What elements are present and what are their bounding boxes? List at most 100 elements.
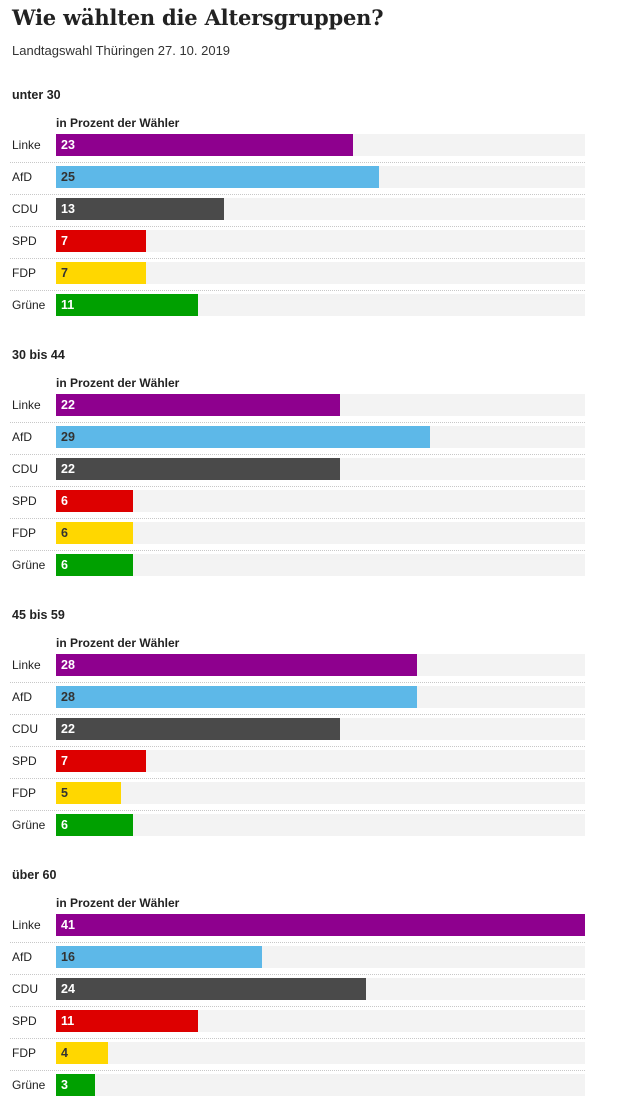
- bar: 22: [56, 718, 340, 740]
- bar-row: CDU 22: [0, 714, 625, 746]
- bar-value-label: 7: [61, 266, 68, 280]
- bar-track: 13: [56, 198, 585, 220]
- bar-value-label: 22: [61, 722, 75, 736]
- party-label: Linke: [12, 138, 41, 152]
- bar-track: 11: [56, 1010, 585, 1032]
- bar-row: AfD 29: [0, 422, 625, 454]
- bar-row: FDP 5: [0, 778, 625, 810]
- party-label: Grüne: [12, 818, 46, 832]
- bar-track: 25: [56, 166, 585, 188]
- bar-value-label: 28: [61, 690, 75, 704]
- bar: 23: [56, 134, 353, 156]
- age-group-label: unter 30: [12, 88, 61, 102]
- bar-value-label: 23: [61, 138, 75, 152]
- party-label: SPD: [12, 754, 37, 768]
- bar-value-label: 7: [61, 234, 68, 248]
- bar: 41: [56, 914, 585, 936]
- bar-track: 28: [56, 686, 585, 708]
- bar-row: Linke 23: [0, 130, 625, 162]
- bar: 7: [56, 230, 147, 252]
- bar-track: 5: [56, 782, 585, 804]
- bar: 11: [56, 1010, 198, 1032]
- party-label: AfD: [12, 950, 33, 964]
- party-label: Linke: [12, 398, 41, 412]
- bar-row: AfD 25: [0, 162, 625, 194]
- bar-value-label: 4: [61, 1046, 68, 1060]
- bar-row: Grüne 6: [0, 550, 625, 582]
- bar-value-label: 24: [61, 982, 75, 996]
- party-label: Grüne: [12, 1078, 46, 1092]
- bar-track: 22: [56, 718, 585, 740]
- bar-row: CDU 24: [0, 974, 625, 1006]
- bar-track: 28: [56, 654, 585, 676]
- bar-value-label: 28: [61, 658, 75, 672]
- bar-row: SPD 11: [0, 1006, 625, 1038]
- bar-row: Grüne 6: [0, 810, 625, 842]
- unit-label: in Prozent der Wähler: [56, 636, 180, 650]
- bar: 22: [56, 394, 340, 416]
- bar-row: FDP 4: [0, 1038, 625, 1070]
- bar: 13: [56, 198, 224, 220]
- bar-track: 7: [56, 262, 585, 284]
- bar-row: AfD 28: [0, 682, 625, 714]
- party-label: CDU: [12, 982, 38, 996]
- bar: 24: [56, 978, 366, 1000]
- unit-label: in Prozent der Wähler: [56, 116, 180, 130]
- chart-title: Wie wählten die Altersgruppen?: [12, 5, 384, 30]
- bar-row: CDU 22: [0, 454, 625, 486]
- party-label: Linke: [12, 918, 41, 932]
- bar-track: 3: [56, 1074, 585, 1096]
- bar-value-label: 6: [61, 558, 68, 572]
- party-label: SPD: [12, 494, 37, 508]
- party-label: FDP: [12, 526, 36, 540]
- bar: 3: [56, 1074, 95, 1096]
- bar: 6: [56, 522, 134, 544]
- bar-track: 6: [56, 814, 585, 836]
- bar-value-label: 22: [61, 462, 75, 476]
- bar: 28: [56, 686, 418, 708]
- bar-row: Linke 22: [0, 390, 625, 422]
- bar-track: 11: [56, 294, 585, 316]
- bar: 6: [56, 814, 134, 836]
- bar: 6: [56, 490, 134, 512]
- bar-value-label: 7: [61, 754, 68, 768]
- age-group-label: über 60: [12, 868, 57, 882]
- bar-track: 6: [56, 522, 585, 544]
- bar: 29: [56, 426, 431, 448]
- bar-row: Linke 41: [0, 910, 625, 942]
- bar-row: SPD 6: [0, 486, 625, 518]
- bar-value-label: 6: [61, 818, 68, 832]
- bar-value-label: 6: [61, 526, 68, 540]
- party-label: FDP: [12, 266, 36, 280]
- bar-track: 24: [56, 978, 585, 1000]
- party-label: CDU: [12, 722, 38, 736]
- bar-track: 6: [56, 554, 585, 576]
- bar: 16: [56, 946, 263, 968]
- bar-track: 22: [56, 458, 585, 480]
- bar: 22: [56, 458, 340, 480]
- bar: 4: [56, 1042, 108, 1064]
- bar-track: 41: [56, 914, 585, 936]
- party-label: CDU: [12, 202, 38, 216]
- bar-value-label: 11: [61, 298, 75, 312]
- party-label: FDP: [12, 786, 36, 800]
- bar-value-label: 25: [61, 170, 75, 184]
- bar: 25: [56, 166, 379, 188]
- bar-value-label: 41: [61, 918, 75, 932]
- bar-value-label: 11: [61, 1014, 75, 1028]
- bar: 11: [56, 294, 198, 316]
- bar-value-label: 29: [61, 430, 75, 444]
- bar-row: Grüne 3: [0, 1070, 625, 1102]
- bar-row: FDP 6: [0, 518, 625, 550]
- bar-value-label: 6: [61, 494, 68, 508]
- unit-label: in Prozent der Wähler: [56, 896, 180, 910]
- party-label: FDP: [12, 1046, 36, 1060]
- bar-row: SPD 7: [0, 746, 625, 778]
- party-label: Linke: [12, 658, 41, 672]
- bar-row: CDU 13: [0, 194, 625, 226]
- party-label: SPD: [12, 1014, 37, 1028]
- bar-row: Linke 28: [0, 650, 625, 682]
- bar-track: 29: [56, 426, 585, 448]
- bar-row: Grüne 11: [0, 290, 625, 322]
- party-label: Grüne: [12, 558, 46, 572]
